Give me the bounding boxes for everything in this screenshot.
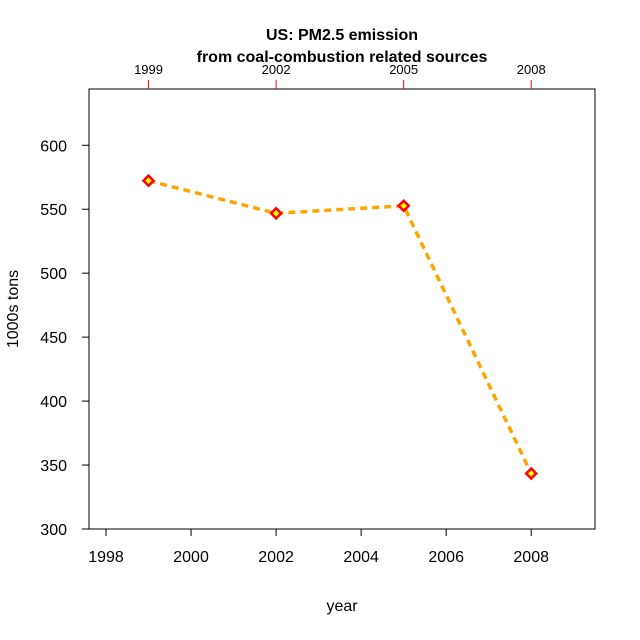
top-tick-label: 2005 — [389, 62, 418, 77]
y-axis-title: 1000s tons — [5, 270, 22, 348]
x-tick-label: 1998 — [88, 549, 124, 566]
chart-title-line-1: US: PM2.5 emission — [266, 27, 418, 44]
top-tick-label: 2008 — [517, 62, 546, 77]
x-tick-label: 2000 — [173, 549, 209, 566]
top-tick-label: 2002 — [262, 62, 291, 77]
y-tick-label: 300 — [40, 522, 67, 539]
y-tick-label: 400 — [40, 394, 67, 411]
y-tick-label: 500 — [40, 266, 67, 283]
plot-frame — [88, 88, 596, 530]
y-tick-label: 450 — [40, 330, 67, 347]
x-axis: 1998 2000 2002 2004 2006 2008 — [88, 529, 549, 566]
y-axis: 300 350 400 450 500 550 600 — [40, 138, 89, 539]
x-tick-label: 2008 — [513, 549, 549, 566]
series-line — [148, 179, 533, 475]
data-point-marker — [269, 206, 283, 221]
chart-title-line-2: from coal-combustion related sources — [197, 49, 488, 66]
x-tick-label: 2004 — [343, 549, 379, 566]
x-tick-label: 2002 — [258, 549, 294, 566]
data-point-marker — [396, 199, 411, 213]
x-axis-title: year — [326, 598, 358, 615]
y-tick-label: 550 — [40, 202, 67, 219]
series-layer — [141, 173, 538, 481]
x-tick-label: 2006 — [428, 549, 464, 566]
y-tick-label: 600 — [40, 138, 67, 155]
data-point-marker — [524, 466, 538, 481]
top-tick-label: 1999 — [134, 62, 163, 77]
data-point-marker — [141, 173, 156, 188]
y-tick-label: 350 — [40, 458, 67, 475]
top-axis: 1999 2002 2005 2008 — [134, 62, 546, 89]
